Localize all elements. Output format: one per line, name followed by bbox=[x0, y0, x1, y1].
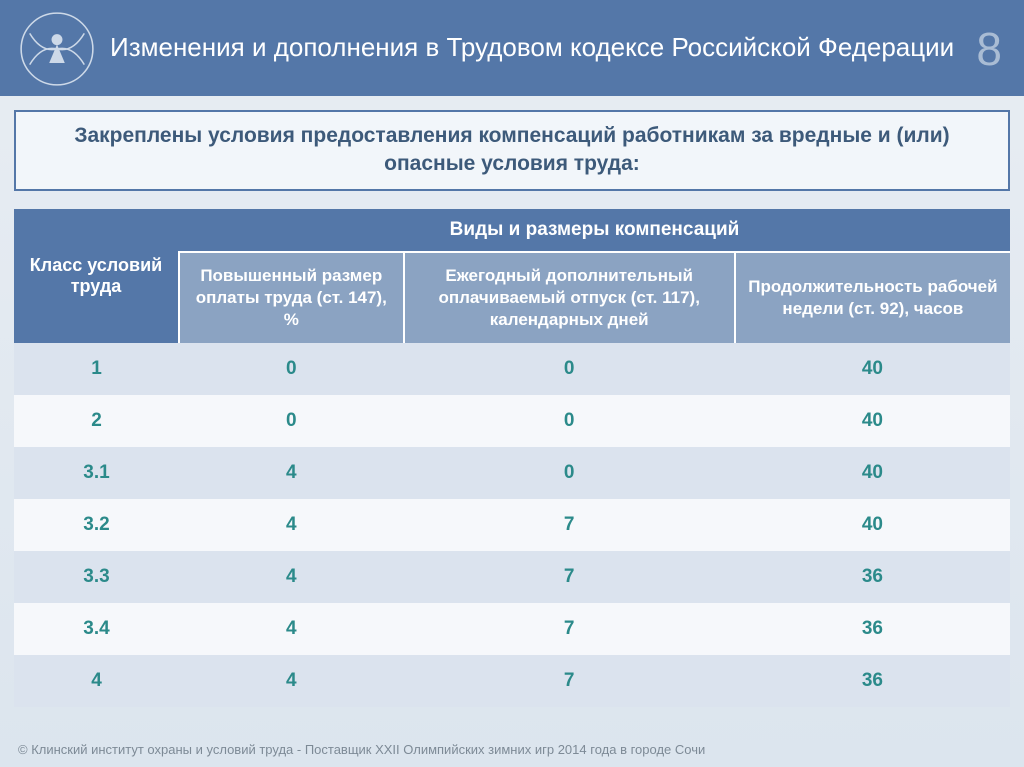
cell-value: 4 bbox=[179, 603, 404, 655]
cell-value: 40 bbox=[735, 395, 1010, 447]
subtitle-text: Закреплены условия предоставления компен… bbox=[74, 124, 949, 175]
table-row: 3.34736 bbox=[14, 551, 1010, 603]
cell-value: 0 bbox=[404, 395, 735, 447]
table-row: 10040 bbox=[14, 343, 1010, 395]
cell-value: 4 bbox=[179, 499, 404, 551]
cell-value: 4 bbox=[179, 655, 404, 707]
col-header-class: Класс условий труда bbox=[14, 209, 179, 343]
cell-value: 4 bbox=[179, 551, 404, 603]
col-header-types: Виды и размеры компенсаций bbox=[179, 209, 1010, 252]
col-header-pay: Повышенный размер оплаты труда (ст. 147)… bbox=[179, 252, 404, 343]
compensation-table: Класс условий труда Виды и размеры компе… bbox=[14, 209, 1010, 707]
cell-class: 2 bbox=[14, 395, 179, 447]
col-header-leave: Ежегодный дополнительный оплачиваемый от… bbox=[404, 252, 735, 343]
cell-class: 3.2 bbox=[14, 499, 179, 551]
table-row: 44736 bbox=[14, 655, 1010, 707]
cell-value: 0 bbox=[179, 343, 404, 395]
cell-value: 4 bbox=[179, 447, 404, 499]
slide-header: Изменения и дополнения в Трудовом кодекс… bbox=[0, 0, 1024, 96]
table-row: 3.24740 bbox=[14, 499, 1010, 551]
slide-title: Изменения и дополнения в Трудовом кодекс… bbox=[110, 31, 954, 64]
cell-class: 3.3 bbox=[14, 551, 179, 603]
cell-value: 7 bbox=[404, 655, 735, 707]
table-row: 20040 bbox=[14, 395, 1010, 447]
cell-class: 3.1 bbox=[14, 447, 179, 499]
cell-value: 7 bbox=[404, 499, 735, 551]
cell-value: 36 bbox=[735, 551, 1010, 603]
cell-value: 0 bbox=[404, 447, 735, 499]
cell-value: 0 bbox=[404, 343, 735, 395]
cell-value: 0 bbox=[179, 395, 404, 447]
col-header-week: Продолжительность рабочей недели (ст. 92… bbox=[735, 252, 1010, 343]
cell-value: 40 bbox=[735, 343, 1010, 395]
cell-value: 7 bbox=[404, 551, 735, 603]
cell-class: 4 bbox=[14, 655, 179, 707]
footer-copyright: © Клинский институт охраны и условий тру… bbox=[18, 742, 705, 757]
cell-class: 3.4 bbox=[14, 603, 179, 655]
cell-value: 40 bbox=[735, 447, 1010, 499]
page-number: 8 bbox=[976, 22, 1002, 76]
table-row: 3.14040 bbox=[14, 447, 1010, 499]
table-row: 3.44736 bbox=[14, 603, 1010, 655]
subtitle-bar: Закреплены условия предоставления компен… bbox=[14, 110, 1010, 191]
cell-value: 40 bbox=[735, 499, 1010, 551]
cell-value: 36 bbox=[735, 655, 1010, 707]
cell-class: 1 bbox=[14, 343, 179, 395]
org-logo-icon bbox=[18, 10, 96, 88]
cell-value: 7 bbox=[404, 603, 735, 655]
cell-value: 36 bbox=[735, 603, 1010, 655]
